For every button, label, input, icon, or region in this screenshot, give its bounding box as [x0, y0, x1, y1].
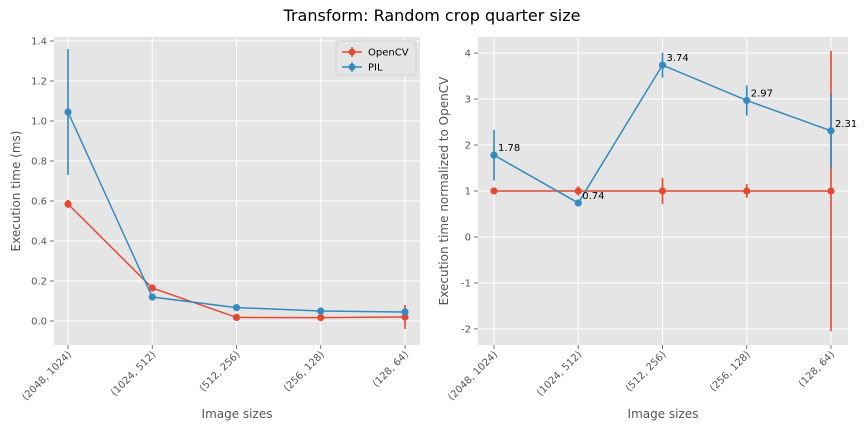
data-label: 3.74 [667, 53, 689, 64]
y-tick-label: 1.2 [31, 77, 47, 88]
y-tick-label: 0.8 [31, 157, 47, 168]
x-tick-label: (128, 64) [371, 349, 411, 389]
series-opencv [64, 200, 409, 329]
data-point [148, 284, 156, 292]
series-pil: 1.78 0.74 3.74 2.97 2.31 [490, 52, 857, 207]
x-axis-label: Image sizes [628, 407, 699, 421]
x-tick-label: (256, 128) [282, 349, 327, 394]
data-label: 1.78 [498, 143, 520, 154]
x-tick-label: (2048, 1024) [446, 349, 500, 403]
y-tick-label: 3 [465, 95, 471, 106]
y-tick-label: 0.0 [31, 317, 47, 328]
data-point [317, 307, 325, 315]
data-point [64, 108, 72, 116]
legend-marker [348, 48, 356, 56]
data-point [743, 187, 751, 195]
y-tick-label: 2 [465, 141, 471, 152]
y-tick-label: 4 [465, 49, 471, 60]
x-axis-label: Image sizes [202, 407, 273, 421]
x-tick-label: (1024, 512) [109, 349, 158, 398]
figure-title: Transform: Random crop quarter size [283, 6, 581, 25]
data-point [574, 187, 582, 195]
legend-marker [348, 63, 356, 71]
series-pil [64, 49, 409, 316]
y-tick-label: 0 [465, 232, 471, 243]
y-tick-label: 1.4 [31, 37, 47, 48]
data-point [827, 127, 835, 135]
y-tick-label: 1 [465, 187, 471, 198]
data-point [401, 313, 409, 321]
data-point [490, 187, 498, 195]
x-tick-label: (512, 256) [198, 349, 243, 394]
data-point [658, 61, 667, 69]
y-tick-label: -2 [461, 324, 471, 335]
data-point [64, 200, 72, 208]
y-tick-label: 0.4 [31, 237, 47, 248]
data-point [232, 304, 241, 312]
x-tick-label: (1024, 512) [535, 349, 584, 398]
data-point [232, 313, 241, 321]
x-tick-label: (256, 128) [708, 349, 753, 394]
legend: OpenCV PIL [335, 40, 417, 76]
y-axis-label: Execution time normalized to OpenCV [437, 76, 451, 305]
data-point [743, 96, 751, 105]
data-point [148, 293, 156, 301]
data-point [658, 187, 667, 195]
data-point [827, 187, 835, 195]
data-point [401, 308, 409, 316]
data-label: 2.31 [835, 119, 857, 130]
x-tick-label: (128, 64) [797, 349, 837, 389]
data-point [490, 151, 498, 159]
data-label: 0.74 [582, 191, 604, 202]
y-axis-label: Execution time (ms) [9, 131, 23, 252]
left-chart-panel: 0.0 0.2 0.4 0.6 0.8 1.0 1.2 1.4 (2048, 1024) (102… [9, 37, 420, 421]
data-point [574, 199, 582, 207]
x-tick-label: (512, 256) [624, 349, 669, 394]
y-tick-label: -1 [461, 278, 471, 289]
y-tick-label: 0.6 [31, 197, 47, 208]
y-tick-label: 0.2 [31, 277, 47, 288]
x-tick-label: (2048, 1024) [20, 349, 74, 403]
legend-label: PIL [368, 63, 383, 74]
data-point [317, 314, 325, 322]
right-chart-panel: -2 -1 0 1 2 3 4 (2048, 1024) (1024, 512) (512, 25… [437, 37, 857, 421]
data-label: 2.97 [751, 88, 773, 99]
y-tick-label: 1.0 [31, 117, 47, 128]
legend-label: OpenCV [368, 48, 409, 59]
